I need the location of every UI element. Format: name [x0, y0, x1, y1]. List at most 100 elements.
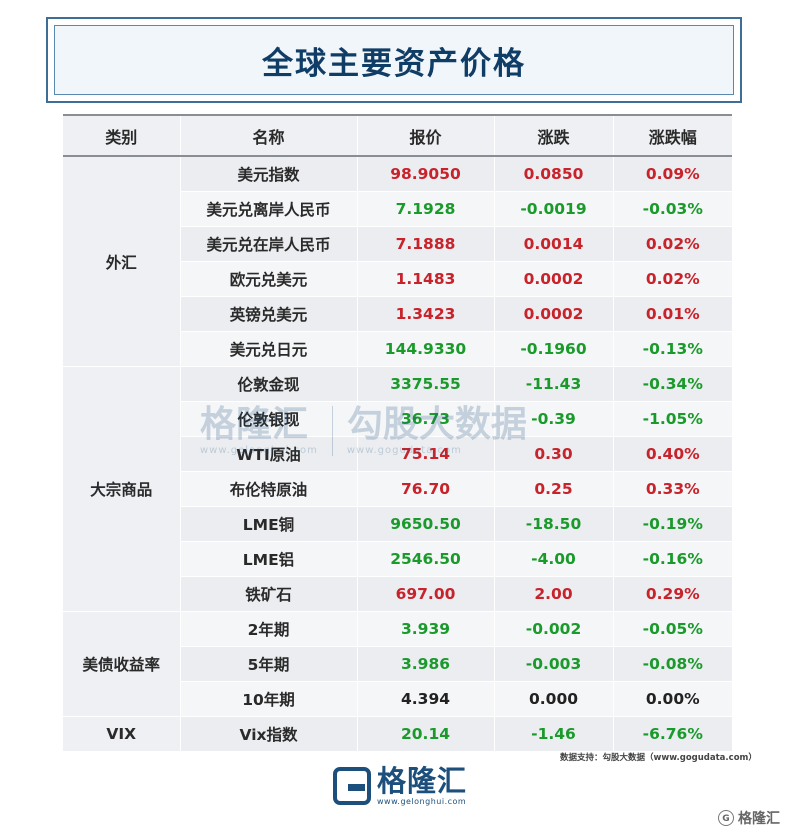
table-row: 美元兑离岸人民币 7.1928 -0.0019 -0.03% [63, 191, 732, 227]
name-cell: 美元兑在岸人民币 [180, 226, 358, 262]
header-name: 名称 [180, 114, 358, 157]
price-cell: 98.9050 [357, 156, 495, 192]
brand-logo: 格隆汇 www.gelonghui.com [333, 765, 467, 806]
pct-cell: -0.19% [613, 506, 732, 542]
table-group: 美债收益率 2年期 3.939 -0.002 -0.05% 5年期 3.986 -0.003-… [63, 611, 732, 717]
pct-cell: -0.34% [613, 366, 732, 402]
price-cell: 9650.50 [357, 506, 495, 542]
name-cell: WTI原油 [180, 436, 358, 472]
logo-url: www.gelonghui.com [377, 797, 467, 806]
change-cell: -0.003 [494, 646, 614, 682]
change-cell: 0.0002 [494, 261, 614, 297]
price-cell: 4.394 [357, 681, 495, 717]
logo-text: 格隆汇 www.gelonghui.com [377, 765, 467, 806]
table-group: VIX Vix指数 20.14 -1.46 -6.76% [63, 716, 732, 752]
pct-cell: 0.02% [613, 226, 732, 262]
table-row: 铁矿石 697.00 2.00 0.29% [63, 576, 732, 612]
change-cell: -1.46 [494, 716, 614, 752]
table-group: 外汇 美元指数 98.9050 0.0850 0.09% 美元兑离岸人民币 7.1928 -0… [63, 156, 732, 367]
change-cell: 0.0014 [494, 226, 614, 262]
name-cell: LME铝 [180, 541, 358, 577]
table-row: LME铝 2546.50 -4.00 -0.16% [63, 541, 732, 577]
pct-cell: -0.13% [613, 331, 732, 367]
corner-g-icon: G [718, 810, 734, 826]
pct-cell: 0.02% [613, 261, 732, 297]
table-header-row: 类别 名称 报价 涨跌 涨跌幅 [63, 114, 732, 157]
name-cell: 伦敦银现 [180, 401, 358, 437]
change-cell: 2.00 [494, 576, 614, 612]
price-cell: 144.9330 [357, 331, 495, 367]
change-cell: 0.25 [494, 471, 614, 507]
corner-label: 格隆汇 [738, 811, 780, 827]
name-cell: 2年期 [180, 611, 358, 647]
change-cell: -0.39 [494, 401, 614, 437]
table-row: 伦敦银现 36.73 -0.39 -1.05% [63, 401, 732, 437]
table-row: 外汇 美元指数 98.9050 0.0850 0.09% [63, 156, 732, 367]
pct-cell: -6.76% [613, 716, 732, 752]
price-cell: 76.70 [357, 471, 495, 507]
category-cell: VIX [63, 716, 181, 752]
price-cell: 7.1928 [357, 191, 495, 227]
name-cell: LME铜 [180, 506, 358, 542]
pct-cell: 0.09% [613, 156, 732, 192]
corner-watermark: G 格隆汇 [718, 808, 780, 828]
price-cell: 3375.55 [357, 366, 495, 402]
title-banner: 全球主要资产价格 [46, 17, 742, 103]
change-cell: 0.000 [494, 681, 614, 717]
change-cell: -0.1960 [494, 331, 614, 367]
page-title: 全球主要资产价格 [262, 45, 526, 82]
price-cell: 3.939 [357, 611, 495, 647]
pct-cell: -1.05% [613, 401, 732, 437]
name-cell: 美元兑离岸人民币 [180, 191, 358, 227]
pct-cell: 0.33% [613, 471, 732, 507]
data-source-note: 数据支持：勾股大数据（www.gogudata.com） [560, 753, 757, 763]
pct-cell: -0.05% [613, 611, 732, 647]
pct-cell: -0.03% [613, 191, 732, 227]
name-cell: 5年期 [180, 646, 358, 682]
header-category: 类别 [63, 114, 181, 157]
table-row: 美债收益率 2年期 3.939 -0.002 -0.05% [63, 611, 732, 717]
logo-g-icon [333, 766, 371, 805]
table-row: 美元兑日元 144.9330 -0.1960 -0.13% [63, 331, 732, 367]
price-cell: 36.73 [357, 401, 495, 437]
category-cell: 大宗商品 [63, 366, 181, 612]
price-cell: 20.14 [357, 716, 495, 752]
price-cell: 2546.50 [357, 541, 495, 577]
price-cell: 1.1483 [357, 261, 495, 297]
name-cell: Vix指数 [180, 716, 358, 752]
asset-price-table: 类别 名称 报价 涨跌 涨跌幅 外汇 美元指数 98.9050 0.0850 0.09%… [63, 114, 732, 752]
price-cell: 1.3423 [357, 296, 495, 332]
table-row: 布伦特原油 76.70 0.25 0.33% [63, 471, 732, 507]
name-cell: 欧元兑美元 [180, 261, 358, 297]
pct-cell: 0.29% [613, 576, 732, 612]
name-cell: 英镑兑美元 [180, 296, 358, 332]
table-row: WTI原油 75.14 0.30 0.40% [63, 436, 732, 472]
name-cell: 伦敦金现 [180, 366, 358, 402]
change-cell: -0.002 [494, 611, 614, 647]
pct-cell: -0.08% [613, 646, 732, 682]
price-cell: 7.1888 [357, 226, 495, 262]
pct-cell: 0.01% [613, 296, 732, 332]
category-cell: 美债收益率 [63, 611, 181, 717]
change-cell: -11.43 [494, 366, 614, 402]
table-row: 欧元兑美元 1.1483 0.0002 0.02% [63, 261, 732, 297]
table-row: 大宗商品 伦敦金现 3375.55 -11.43 -0.34% [63, 366, 732, 612]
price-cell: 75.14 [357, 436, 495, 472]
name-cell: 美元指数 [180, 156, 358, 192]
change-cell: 0.0850 [494, 156, 614, 192]
change-cell: -0.0019 [494, 191, 614, 227]
name-cell: 布伦特原油 [180, 471, 358, 507]
table-row: 美元兑在岸人民币 7.1888 0.0014 0.02% [63, 226, 732, 262]
logo-name: 格隆汇 [377, 764, 468, 798]
price-cell: 697.00 [357, 576, 495, 612]
pct-cell: -0.16% [613, 541, 732, 577]
header-price: 报价 [357, 114, 495, 157]
change-cell: -18.50 [494, 506, 614, 542]
category-cell: 外汇 [63, 156, 181, 367]
name-cell: 10年期 [180, 681, 358, 717]
change-cell: 0.0002 [494, 296, 614, 332]
table-row: 英镑兑美元 1.3423 0.0002 0.01% [63, 296, 732, 332]
table-row: 10年期 4.394 0.000 0.00% [63, 681, 732, 717]
header-change: 涨跌 [494, 114, 614, 157]
table-row: 5年期 3.986 -0.003 -0.08% [63, 646, 732, 682]
